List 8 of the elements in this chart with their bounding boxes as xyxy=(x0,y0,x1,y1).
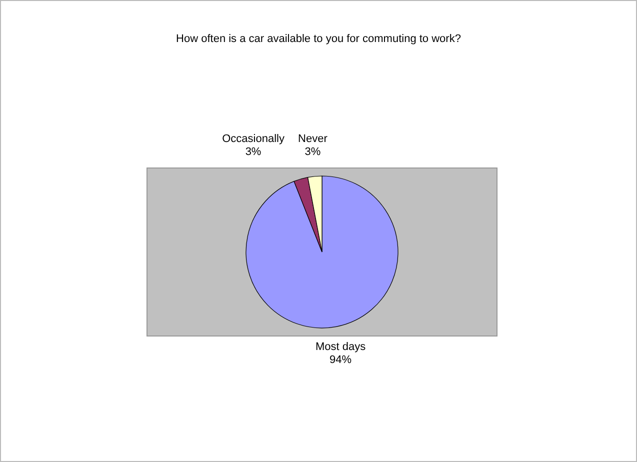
slice-label: Occasionally xyxy=(222,133,285,145)
slice-label: Never xyxy=(298,133,328,145)
data-label: 94% xyxy=(330,354,352,366)
slice-label: Most days xyxy=(315,341,366,353)
pie-slice xyxy=(246,176,398,328)
chart-title: How often is a car available to you for commuting to work? xyxy=(176,33,461,45)
data-label: 3% xyxy=(245,146,262,158)
data-label: 3% xyxy=(304,146,321,158)
